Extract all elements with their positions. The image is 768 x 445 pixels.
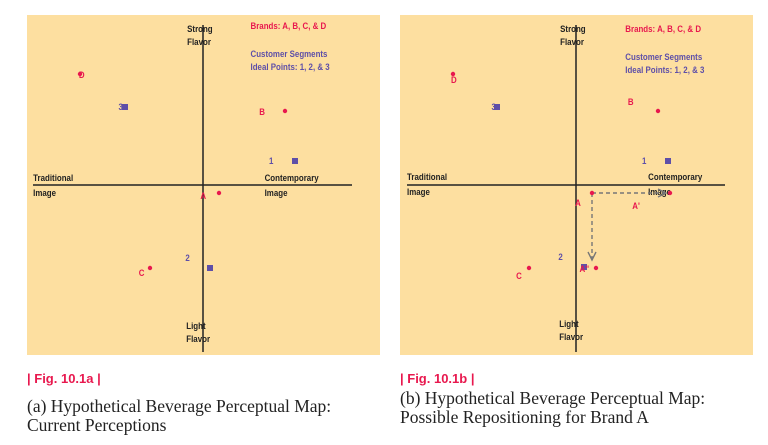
brand-c-label: C	[139, 268, 145, 279]
brand-b-point	[282, 108, 288, 114]
caption-b: (b) Hypothetical Beverage Perceptual Map…	[400, 388, 706, 427]
axis-left-label-1: Traditional	[407, 172, 447, 183]
arrowhead-down-icon	[587, 251, 597, 262]
legend-segments-2: Ideal Points: 1, 2, & 3	[251, 62, 330, 73]
brand-d-label: D	[451, 75, 457, 86]
caption-a: (a) Hypothetical Beverage Perceptual Map…	[27, 396, 332, 435]
axis-right-label-1: Contemporary	[265, 173, 319, 184]
brand-a-prime-point	[667, 190, 673, 196]
brand-d-point	[77, 71, 83, 77]
axis-left-label-2: Image	[33, 188, 56, 199]
legend-segments-2: Ideal Points: 1, 2, & 3	[625, 65, 704, 76]
arrowhead-right-icon	[657, 188, 668, 198]
axis-top-label-1: Strong	[560, 24, 586, 35]
segment-2-point	[581, 264, 587, 270]
axis-bottom-label-1: Light	[186, 321, 206, 332]
axis-top-label-2: Flavor	[187, 37, 211, 48]
axis-bottom-label-2: Flavor	[559, 332, 583, 343]
brand-c-point	[147, 265, 153, 271]
segment-3-point	[122, 104, 128, 110]
brand-a-point	[589, 190, 595, 196]
brand-a-point	[216, 190, 222, 196]
brand-c-label: C	[516, 271, 522, 282]
segment-3-point	[494, 104, 500, 110]
map-a-svg: Strong Flavor Light Flavor Traditional I…	[33, 21, 352, 352]
segment-2-label: 2	[185, 253, 190, 264]
brand-a-double-prime-label: A''	[580, 264, 589, 275]
legend-brands: Brands: A, B, C, & D	[625, 24, 701, 35]
brand-a-double-prime-point	[593, 265, 599, 271]
figure-label-b: | Fig. 10.1b |	[400, 371, 475, 386]
legend-segments-1: Customer Segments	[625, 52, 702, 63]
brand-a-label: A	[575, 198, 581, 209]
legend-segments-1: Customer Segments	[251, 49, 328, 60]
segment-3-label: 3	[492, 102, 497, 113]
map-b-svg: Strong Flavor Light Flavor Traditional I…	[407, 24, 725, 352]
segment-1-point	[665, 158, 671, 164]
brand-b-label: B	[628, 97, 634, 108]
brand-b-label: B	[259, 107, 265, 118]
brand-c-point	[526, 265, 532, 271]
axis-right-label-2: Image	[265, 188, 288, 199]
axis-top-label-1: Strong	[187, 24, 213, 35]
brand-a-prime-label: A'	[632, 201, 640, 212]
figure-label-a: | Fig. 10.1a |	[27, 371, 101, 386]
axis-right-label-1: Contemporary	[648, 172, 702, 183]
axis-bottom-label-1: Light	[559, 319, 579, 330]
perceptual-map-b: Strong Flavor Light Flavor Traditional I…	[400, 15, 753, 355]
axis-left-label-1: Traditional	[33, 173, 73, 184]
axis-right-label-2: Image	[648, 187, 671, 198]
axis-left-label-2: Image	[407, 187, 430, 198]
segment-2-point	[207, 265, 213, 271]
segment-1-point	[292, 158, 298, 164]
brand-d-label: D	[79, 70, 85, 81]
segment-2-label: 2	[558, 252, 563, 263]
brand-d-point	[450, 71, 456, 77]
segment-1-label: 1	[642, 156, 647, 167]
perceptual-map-a: Strong Flavor Light Flavor Traditional I…	[27, 15, 380, 355]
segment-1-label: 1	[269, 156, 274, 167]
brand-a-label: A	[200, 191, 206, 202]
brand-b-point	[655, 108, 661, 114]
axis-top-label-2: Flavor	[560, 37, 584, 48]
axis-bottom-label-2: Flavor	[186, 334, 210, 345]
legend-brands: Brands: A, B, C, & D	[251, 21, 327, 32]
segment-3-label: 3	[119, 102, 124, 113]
